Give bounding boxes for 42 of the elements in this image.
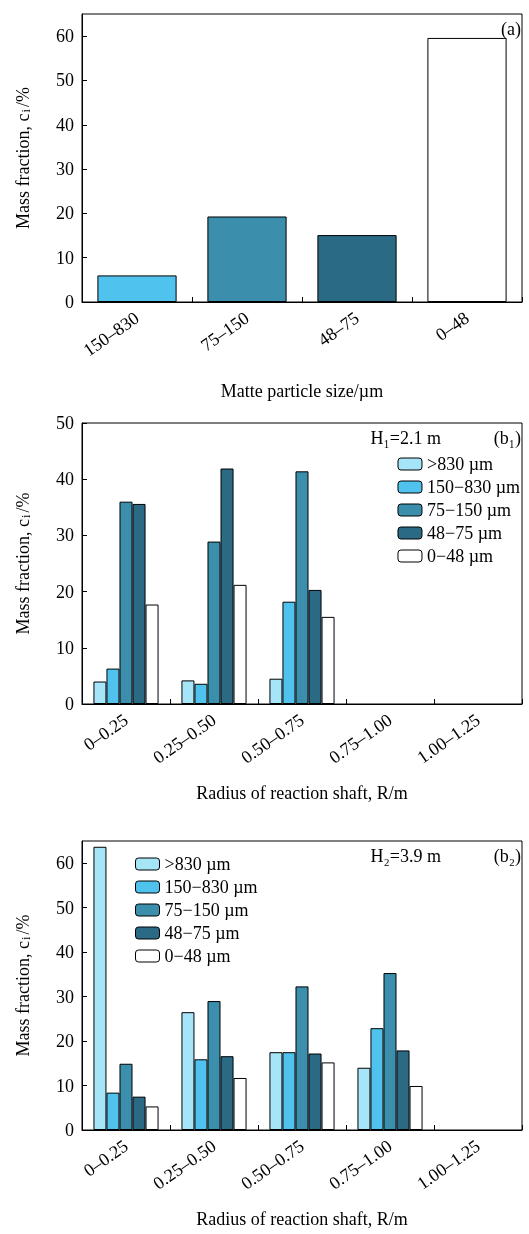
y-tick-label: 40 [56,942,74,963]
legend-label: 75−150 µm [426,500,512,520]
legend-label: 150−830 µm [426,477,521,497]
annotation: H₂=3.9 m [370,846,442,866]
y-tick-label: 50 [56,897,74,918]
y-tick-label: 20 [56,203,74,224]
y-tick-label: 40 [56,114,74,135]
y-tick-label: 20 [56,1031,74,1052]
y-tick-label: 20 [56,581,74,602]
y-tick-label: 30 [56,159,74,180]
annotation: (a) [501,19,522,40]
annotation: (b₂) [493,846,522,867]
x-tick-label: 0–48 [431,307,473,345]
y-tick-label: 0 [65,694,74,714]
y-tick-label: 0 [65,292,74,312]
legend-label: 75−150 µm [164,900,249,920]
legend-label: >830 µm [164,854,231,874]
y-axis-title: Mass fraction, ci/% [13,914,33,1057]
legend-label: 48−75 µm [164,923,240,943]
legend-label: 48−75 µm [426,523,503,543]
legend-label: 150−830 µm [164,877,258,897]
y-tick-label: 10 [56,247,74,268]
y-tick-label: 40 [56,469,74,490]
y-tick-label: 0 [65,1120,74,1140]
y-tick-label: 30 [56,525,74,546]
y-axis-title: Mass fraction, ci/% [13,87,33,229]
legend-label: >830 µm [426,454,494,474]
annotation: (b₁) [493,428,522,449]
annotation: H₁=2.1 m [370,428,442,448]
y-tick-label: 10 [56,1075,74,1096]
legend-label: 0−48 µm [164,946,231,966]
x-axis-title: Radius of reaction shaft, R/m [196,1209,408,1229]
y-tick-label: 50 [56,413,74,433]
y-tick-label: 60 [56,853,74,874]
x-axis-title: Matte particle size/µm [220,381,384,401]
y-axis-title: Mass fraction, ci/% [13,492,33,635]
x-axis-title: Radius of reaction shaft, R/m [196,783,408,803]
legend-label: 0−48 µm [426,546,494,566]
y-tick-label: 50 [56,70,74,91]
y-tick-label: 10 [56,637,74,658]
y-tick-label: 30 [56,986,74,1007]
y-tick-label: 60 [56,26,74,47]
